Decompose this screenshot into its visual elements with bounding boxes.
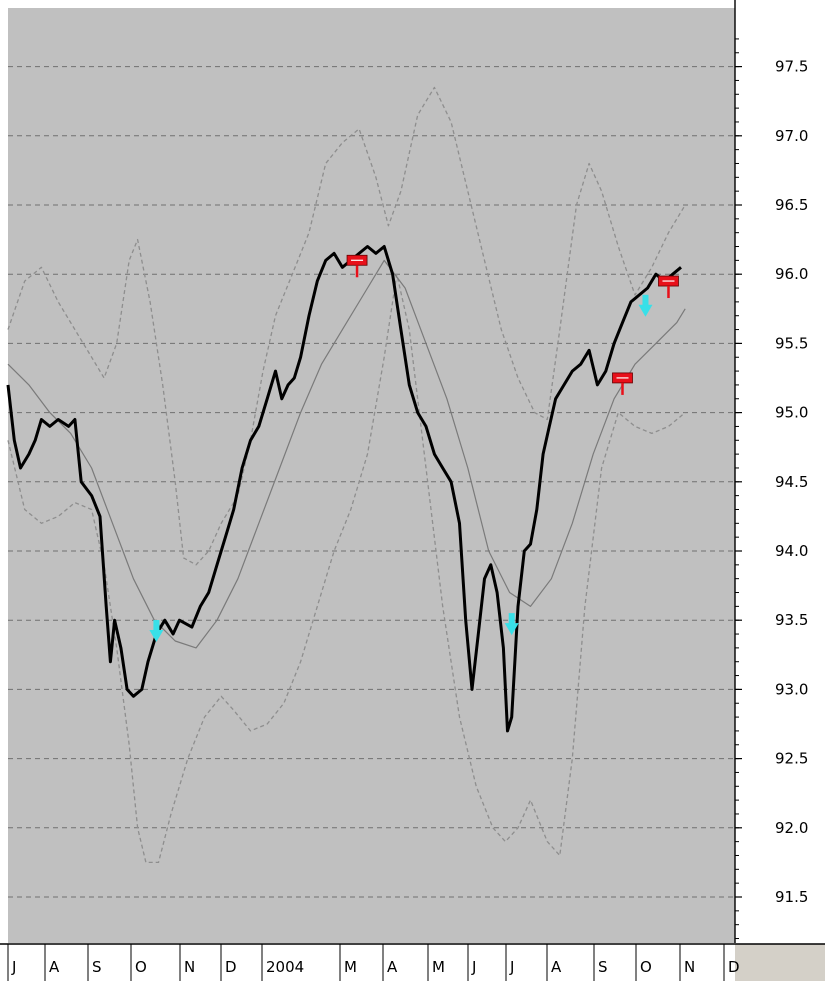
x-tick-label: J — [11, 958, 16, 976]
price-line — [6, 245, 682, 733]
gridlines — [8, 66, 735, 898]
x-tick-label: O — [640, 958, 652, 976]
series-layer — [6, 86, 686, 864]
y-tick-label: 96.0 — [775, 265, 808, 283]
signal-markers — [149, 254, 679, 643]
x-axis-strip — [0, 944, 735, 981]
sell-signal-marker — [612, 372, 633, 395]
y-tick-label: 95.5 — [775, 334, 808, 352]
x-tick-label: J — [471, 958, 476, 976]
moving-average-line — [7, 259, 686, 649]
sell-signal-marker — [346, 254, 368, 278]
x-tick-label: A — [551, 958, 562, 976]
x-axis-corner — [735, 944, 825, 981]
x-tick-label: D — [728, 958, 740, 976]
x-tick-label: S — [92, 958, 102, 976]
y-axis: 91.5 92.0 92.5 93.0 93.5 94.0 94.5 95.0 95.5 96.0… — [734, 0, 808, 943]
y-tick-label: 94.5 — [775, 473, 808, 491]
y-tick-label: 92.0 — [775, 819, 808, 837]
x-tick-label: N — [684, 958, 695, 976]
x-tick-label: 2004 — [266, 958, 304, 976]
x-axis: J A S O N D 2004 M A M J J A S O N D — [0, 943, 825, 981]
y-tick-label: 93.0 — [775, 680, 808, 698]
x-tick-label: M — [344, 958, 357, 976]
y-tick-label: 93.5 — [775, 611, 808, 629]
x-tick-label: O — [135, 958, 147, 976]
y-tick-label: 97.5 — [775, 58, 808, 76]
y-tick-label: 91.5 — [775, 888, 808, 906]
y-tick-label: 92.5 — [775, 750, 808, 768]
upper-band-line — [7, 86, 686, 566]
x-tick-label: J — [509, 958, 514, 976]
buy-signal-marker — [504, 613, 519, 636]
x-tick-label: M — [432, 958, 445, 976]
sell-signal-marker — [658, 275, 679, 299]
y-tick-label: 95.0 — [775, 404, 808, 422]
x-tick-label: N — [184, 958, 195, 976]
buy-signal-marker — [149, 620, 164, 643]
plot-area-background — [8, 8, 735, 943]
y-tick-label: 97.0 — [775, 127, 808, 145]
x-tick-label: A — [387, 958, 398, 976]
buy-signal-marker — [638, 294, 653, 317]
x-tick-label: D — [225, 958, 237, 976]
y-tick-label: 94.0 — [775, 542, 808, 560]
x-tick-label: A — [49, 958, 60, 976]
x-tick-label: S — [598, 958, 608, 976]
y-tick-label: 96.5 — [775, 196, 808, 214]
